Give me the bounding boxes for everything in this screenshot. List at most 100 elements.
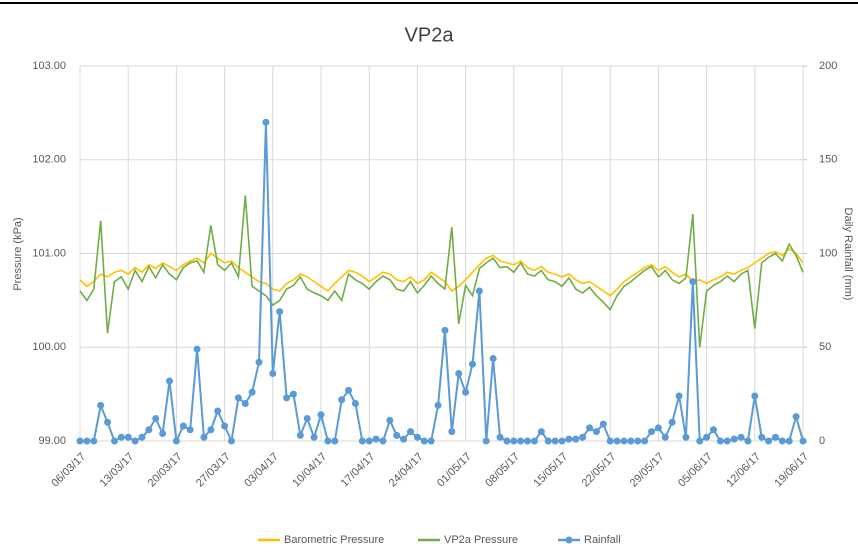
rainfall-marker (400, 435, 408, 443)
x-tick-label: 17/04/17 (339, 451, 378, 490)
y2-tick-label: 100 (819, 247, 837, 259)
rainfall-marker (661, 433, 669, 441)
rainfall-marker (482, 437, 490, 445)
rainfall-marker (145, 426, 153, 434)
rainfall-marker (689, 278, 697, 286)
rainfall-marker (427, 437, 435, 445)
rainfall-marker (379, 437, 387, 445)
rainfall-marker (455, 370, 463, 377)
y2-tick-label: 0 (819, 435, 825, 447)
rainfall-marker (221, 422, 229, 430)
rainfall-marker (97, 401, 105, 409)
rainfall-marker (358, 437, 366, 445)
legend-marker (565, 536, 573, 544)
y2-tick-label: 200 (819, 60, 837, 72)
rainfall-marker (592, 428, 600, 436)
rainfall-marker (558, 437, 566, 445)
rainfall-marker (606, 437, 614, 445)
rainfall-marker (193, 345, 201, 353)
rainfall-marker (324, 437, 332, 445)
x-tick-label: 24/04/17 (387, 451, 426, 490)
series-line (80, 122, 804, 445)
x-tick-label: 13/03/17 (98, 451, 137, 490)
rainfall-marker (448, 428, 456, 436)
y-tick-label: 101.00 (32, 247, 66, 259)
legend-label: VP2a Pressure (444, 534, 518, 546)
legend-label: Rainfall (584, 534, 621, 546)
rainfall-marker (200, 433, 208, 441)
rainfall-marker (586, 424, 594, 432)
x-tick-label: 05/06/17 (676, 451, 715, 490)
rainfall-marker (365, 437, 373, 445)
rainfall-marker (310, 433, 318, 441)
rainfall-marker (785, 437, 793, 445)
rainfall-marker (537, 428, 545, 436)
rainfall-marker (289, 390, 297, 398)
rainfall-marker (262, 118, 270, 126)
rainfall-marker (317, 411, 325, 419)
rainfall-marker (90, 437, 98, 445)
rainfall-marker (179, 422, 187, 430)
rainfall-marker (599, 420, 607, 428)
rainfall-marker (565, 435, 573, 443)
rainfall-marker (544, 437, 552, 445)
x-tick-label: 12/06/17 (724, 451, 763, 490)
rainfall-marker (345, 386, 353, 394)
rainfall-marker (372, 435, 380, 443)
rainfall-marker (296, 431, 304, 439)
rainfall-marker (269, 370, 277, 377)
rainfall-marker (152, 415, 160, 422)
chart-title: VP2a (405, 24, 455, 46)
x-tick-label: 06/03/17 (49, 451, 88, 490)
legend-label: Barometric Pressure (284, 534, 384, 546)
rainfall-marker (758, 433, 766, 441)
rainfall-marker (744, 437, 752, 445)
rainfall-marker (172, 437, 180, 445)
x-tick-label: 03/04/17 (242, 451, 281, 490)
rainfall-marker (723, 437, 731, 445)
rainfall-marker (393, 431, 401, 439)
rainfall-marker (331, 437, 339, 445)
rainfall-marker (751, 392, 759, 400)
rainfall-marker (496, 433, 504, 441)
y-axis-title: Pressure (kPa) (12, 217, 24, 290)
rainfall-marker (703, 433, 711, 441)
rainfall-marker (771, 433, 779, 441)
rainfall-marker (351, 400, 359, 407)
rainfall-marker (792, 413, 800, 421)
rainfall-marker (338, 396, 346, 404)
rainfall-marker (214, 407, 222, 415)
rainfall-marker (131, 437, 139, 445)
rainfall-marker (117, 433, 125, 441)
rainfall-marker (248, 388, 256, 396)
series-line (79, 247, 804, 297)
rainfall-marker (407, 428, 415, 436)
rainfall-marker (489, 355, 497, 362)
rainfall-marker (613, 437, 621, 445)
rainfall-marker (420, 437, 428, 445)
rainfall-marker (634, 437, 642, 445)
rainfall-marker (551, 437, 559, 445)
rainfall-marker (255, 358, 263, 366)
rainfall-marker (778, 437, 786, 445)
x-tick-label: 08/05/17 (483, 451, 522, 490)
rainfall-marker (234, 394, 242, 402)
rainfall-marker (737, 433, 745, 441)
rainfall-marker (159, 430, 167, 437)
rainfall-marker (675, 392, 683, 400)
x-tick-label: 19/06/17 (772, 451, 811, 490)
rainfall-marker (620, 437, 628, 445)
rainfall-marker (468, 360, 476, 368)
rainfall-marker (138, 433, 146, 441)
rainfall-marker (730, 435, 738, 443)
rainfall-marker (441, 326, 449, 334)
y-tick-label: 99.00 (38, 435, 66, 447)
rainfall-marker (475, 287, 483, 295)
rainfall-marker (124, 433, 132, 441)
y2-tick-label: 150 (819, 154, 837, 166)
rainfall-marker (83, 437, 91, 445)
rainfall-marker (413, 433, 421, 441)
rainfall-marker (709, 426, 717, 434)
rainfall-marker (283, 394, 291, 402)
